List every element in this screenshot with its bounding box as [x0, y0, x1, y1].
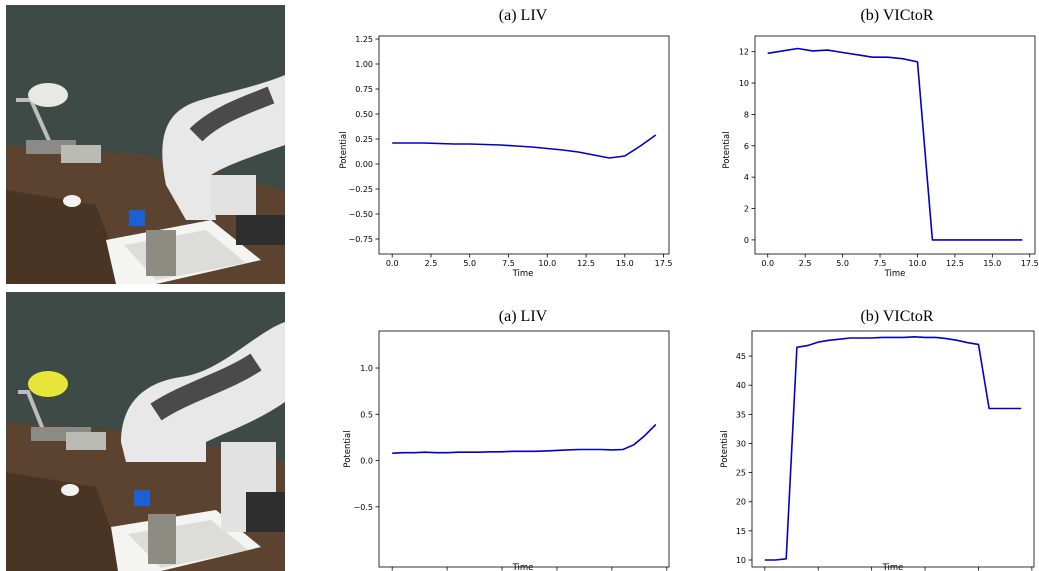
y-tick-label: 6 [744, 142, 749, 151]
x-tick-label: 15.0 [983, 259, 1001, 268]
y-tick-label: 4 [744, 173, 749, 182]
chart-title: (a) LIV [499, 7, 548, 24]
chart-victor-top: (b) VICtoR Time Potential 0.0 2.5 5.0 7.5 10… [722, 7, 1039, 279]
y-tick-label: 40 [736, 381, 746, 390]
cube [134, 490, 150, 506]
y-tick-label: 8 [744, 110, 749, 119]
series-line [392, 423, 657, 454]
y-tick-label: 0.00 [355, 160, 373, 169]
y-axis-label: Potential [343, 430, 353, 467]
x-tick-label: 0.0 [761, 259, 774, 268]
cube [129, 210, 145, 226]
series-line [764, 335, 1022, 561]
robot-scene-bottom [6, 292, 285, 571]
x-tick-label: 2.5 [425, 259, 438, 268]
x-tick-label: 12.5 [577, 259, 595, 268]
y-tick-label: 12 [739, 48, 749, 57]
plot-frame [754, 35, 1036, 255]
x-tick-label: 7.5 [502, 259, 515, 268]
lamp-shade [28, 371, 68, 397]
chart-title: (b) VICtoR [860, 308, 933, 325]
y-tick-label: 10 [739, 79, 749, 88]
x-tick-label: 10.0 [909, 259, 927, 268]
x-axis-label: Time [512, 269, 534, 279]
y-tick-label: 20 [736, 498, 746, 507]
x-tick-label: 0.0 [386, 259, 399, 268]
y-tick-label: 0.5 [360, 410, 373, 419]
lamp-shade [28, 83, 68, 107]
y-tick-label: 10 [736, 556, 746, 565]
chart-title: (a) LIV [499, 308, 548, 325]
chart-liv-bottom: (a) LIV Time Potential 0510152025−0.50.0… [343, 308, 670, 571]
x-tick-label: 12.5 [946, 259, 964, 268]
x-tick-label: 17.5 [655, 259, 673, 268]
y-tick-label: 45 [736, 352, 746, 361]
x-tick-label: 2.5 [799, 259, 812, 268]
series-line [392, 134, 657, 159]
x-axis-label: Time [884, 269, 906, 279]
chart-liv-top: (a) LIV Time Potential 0.0 2.5 5.0 7.5 10.0 1… [339, 7, 672, 279]
x-tick-label: 7.5 [874, 259, 887, 268]
plot-frame [378, 35, 670, 255]
y-tick-label: 30 [736, 439, 746, 448]
y-tick-label: 0 [744, 236, 749, 245]
y-tick-label: 0.50 [355, 110, 373, 119]
y-tick-label: 0.0 [360, 457, 373, 466]
x-tick-label: 10.0 [538, 259, 556, 268]
plot-frame [751, 330, 1035, 568]
y-tick-label: 1.0 [360, 364, 373, 373]
x-tick-label: 15.0 [616, 259, 634, 268]
y-tick-label: 0.25 [355, 135, 373, 144]
robot-scene-top [6, 5, 285, 284]
y-tick-label: −0.75 [348, 235, 373, 244]
y-tick-label: 1.25 [355, 35, 373, 44]
plot-frame [378, 330, 670, 568]
x-tick-label: 5.0 [463, 259, 476, 268]
chart-title: (b) VICtoR [860, 7, 933, 24]
x-tick-label: 5.0 [836, 259, 849, 268]
x-tick-label: 17.5 [1021, 259, 1039, 268]
y-tick-label: 35 [736, 410, 746, 419]
y-axis-label: Potential [339, 131, 349, 168]
y-tick-label: 0.75 [355, 85, 373, 94]
y-tick-label: 2 [744, 205, 749, 214]
y-tick-label: 25 [736, 469, 746, 478]
chart-victor-bottom: (b) VICtoR Time Potential 05101520251015… [720, 308, 1035, 571]
series-line [767, 47, 1023, 241]
y-tick-label: 15 [736, 527, 746, 536]
y-tick-label: 1.00 [355, 60, 373, 69]
y-axis-label: Potential [722, 131, 732, 168]
y-tick-label: −0.50 [348, 210, 373, 219]
y-tick-label: −0.5 [354, 503, 373, 512]
y-axis-label: Potential [720, 430, 730, 467]
y-tick-label: −0.25 [348, 185, 373, 194]
